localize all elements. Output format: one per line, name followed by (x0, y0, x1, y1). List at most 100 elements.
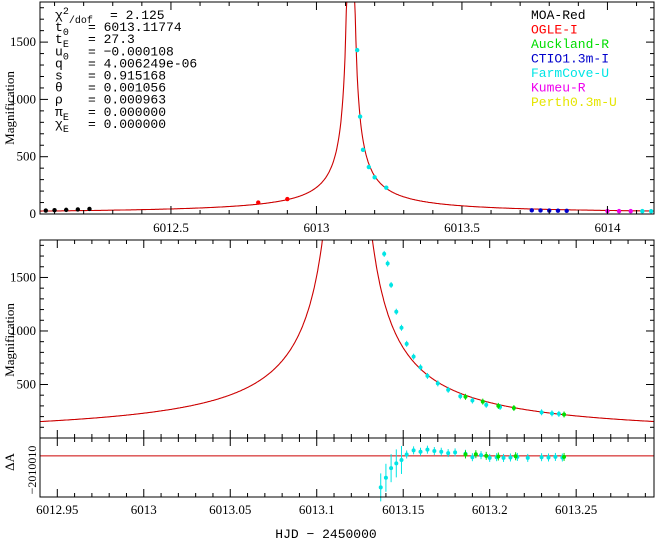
data-point (389, 466, 394, 471)
model-curve (40, 240, 654, 423)
param-value: = 0.000963 (88, 93, 166, 108)
data-point (43, 208, 49, 213)
y-tick-label: 1000 (10, 323, 36, 338)
legend-entry: MOA-Red (531, 8, 586, 23)
data-point (399, 325, 404, 330)
data-point (75, 207, 81, 212)
y-tick-label: −2010010 (25, 446, 39, 495)
legend-entry: FarmCove-U (531, 66, 609, 81)
x-axis-label: HJD − 2450000 (275, 527, 376, 542)
data-point (529, 208, 534, 213)
x-tick-label: 6013 (303, 220, 329, 235)
data-point (411, 448, 416, 453)
data-point (432, 449, 437, 454)
legend-entry: OGLE-I (531, 23, 578, 38)
legend-entry: Auckland-R (531, 37, 609, 52)
data-point (63, 207, 69, 213)
plot-frame (39, 437, 655, 498)
data-point (553, 454, 558, 459)
middle-panel: 500 1000 1500 Magnification (2, 239, 655, 439)
data-point (285, 196, 290, 202)
data-point (435, 381, 440, 386)
param-value: = 2.125 (110, 8, 165, 23)
param-value: = 4.006249e-06 (88, 56, 197, 71)
param-name: πE (55, 105, 69, 124)
data-point (384, 185, 389, 190)
legend-entry: Perth0.3m-U (531, 95, 617, 110)
model-curve (40, 2, 654, 212)
data-point (470, 455, 475, 460)
param-value: = 0.000000 (88, 105, 166, 120)
data-point (501, 455, 506, 460)
data-point (418, 365, 423, 370)
param-name: ρ (55, 93, 63, 108)
param-name: q (55, 56, 63, 71)
data-point (640, 208, 645, 214)
data-point (525, 455, 530, 460)
param-name: θ (55, 81, 63, 96)
data-point (546, 455, 551, 460)
data-point (378, 485, 383, 490)
data-point (513, 454, 518, 459)
param-name: u0 (55, 44, 69, 63)
x-tick-label: 6013.25 (555, 502, 597, 517)
data-point (538, 208, 543, 213)
x-tick-label: 6013.5 (444, 220, 480, 235)
plot-frame (39, 1, 655, 215)
data-point (411, 354, 416, 359)
data-point (425, 373, 430, 378)
data-point (556, 411, 561, 416)
x-tick-label: 6013.2 (472, 502, 508, 517)
data-point (562, 412, 567, 417)
data-point (628, 208, 633, 214)
data-point (555, 208, 561, 213)
data-point (366, 164, 372, 170)
data-point (463, 394, 468, 399)
data-point (539, 410, 544, 415)
data-point (404, 452, 409, 457)
data-point (473, 452, 478, 457)
param-value: = 0.000000 (88, 117, 166, 132)
data-point (383, 475, 388, 480)
data-point (453, 450, 458, 455)
data-point (508, 455, 513, 460)
data-point (463, 452, 468, 457)
top-panel: 6012.5 6013 6013.5 6014 0 500 1000 1500 Magnific… (2, 1, 655, 235)
data-point (480, 399, 485, 404)
y-tick-label: 1500 (10, 269, 36, 284)
x-tick-label: 6013.1 (299, 502, 335, 517)
data-point (446, 451, 451, 456)
data-point (487, 455, 492, 460)
x-tick-label: 6013.15 (382, 502, 424, 517)
y-axis-label: Magnification (2, 71, 17, 145)
param-name: χE (55, 117, 69, 136)
data-point (616, 208, 622, 214)
data-point (446, 387, 451, 392)
data-point (479, 453, 484, 458)
data-point (357, 114, 363, 119)
data-point (394, 309, 399, 314)
data-point (354, 47, 360, 53)
param-value: = 0.001056 (88, 81, 166, 96)
plot-frame (39, 239, 655, 439)
y-tick-label: 1500 (10, 34, 36, 49)
x-tick-label: 6014 (594, 220, 621, 235)
data-point (425, 447, 430, 452)
data-point (484, 453, 489, 458)
data-point (470, 398, 475, 403)
data-point (360, 147, 366, 153)
x-tick-label: 6012.5 (153, 220, 189, 235)
y-tick-label: 1000 (10, 91, 36, 106)
data-point (549, 411, 554, 416)
data-point (394, 461, 399, 466)
data-point (418, 449, 423, 454)
param-name: t0 (55, 20, 69, 39)
data-point (496, 454, 501, 459)
data-point (496, 403, 501, 408)
legend-entry: Kumeu-R (531, 81, 586, 96)
data-point (648, 209, 654, 214)
param-value: = 27.3 (88, 32, 135, 47)
y-axis-label: ΔA (2, 453, 17, 471)
x-tick-label: 6013.05 (209, 502, 251, 517)
data-point (484, 402, 489, 407)
